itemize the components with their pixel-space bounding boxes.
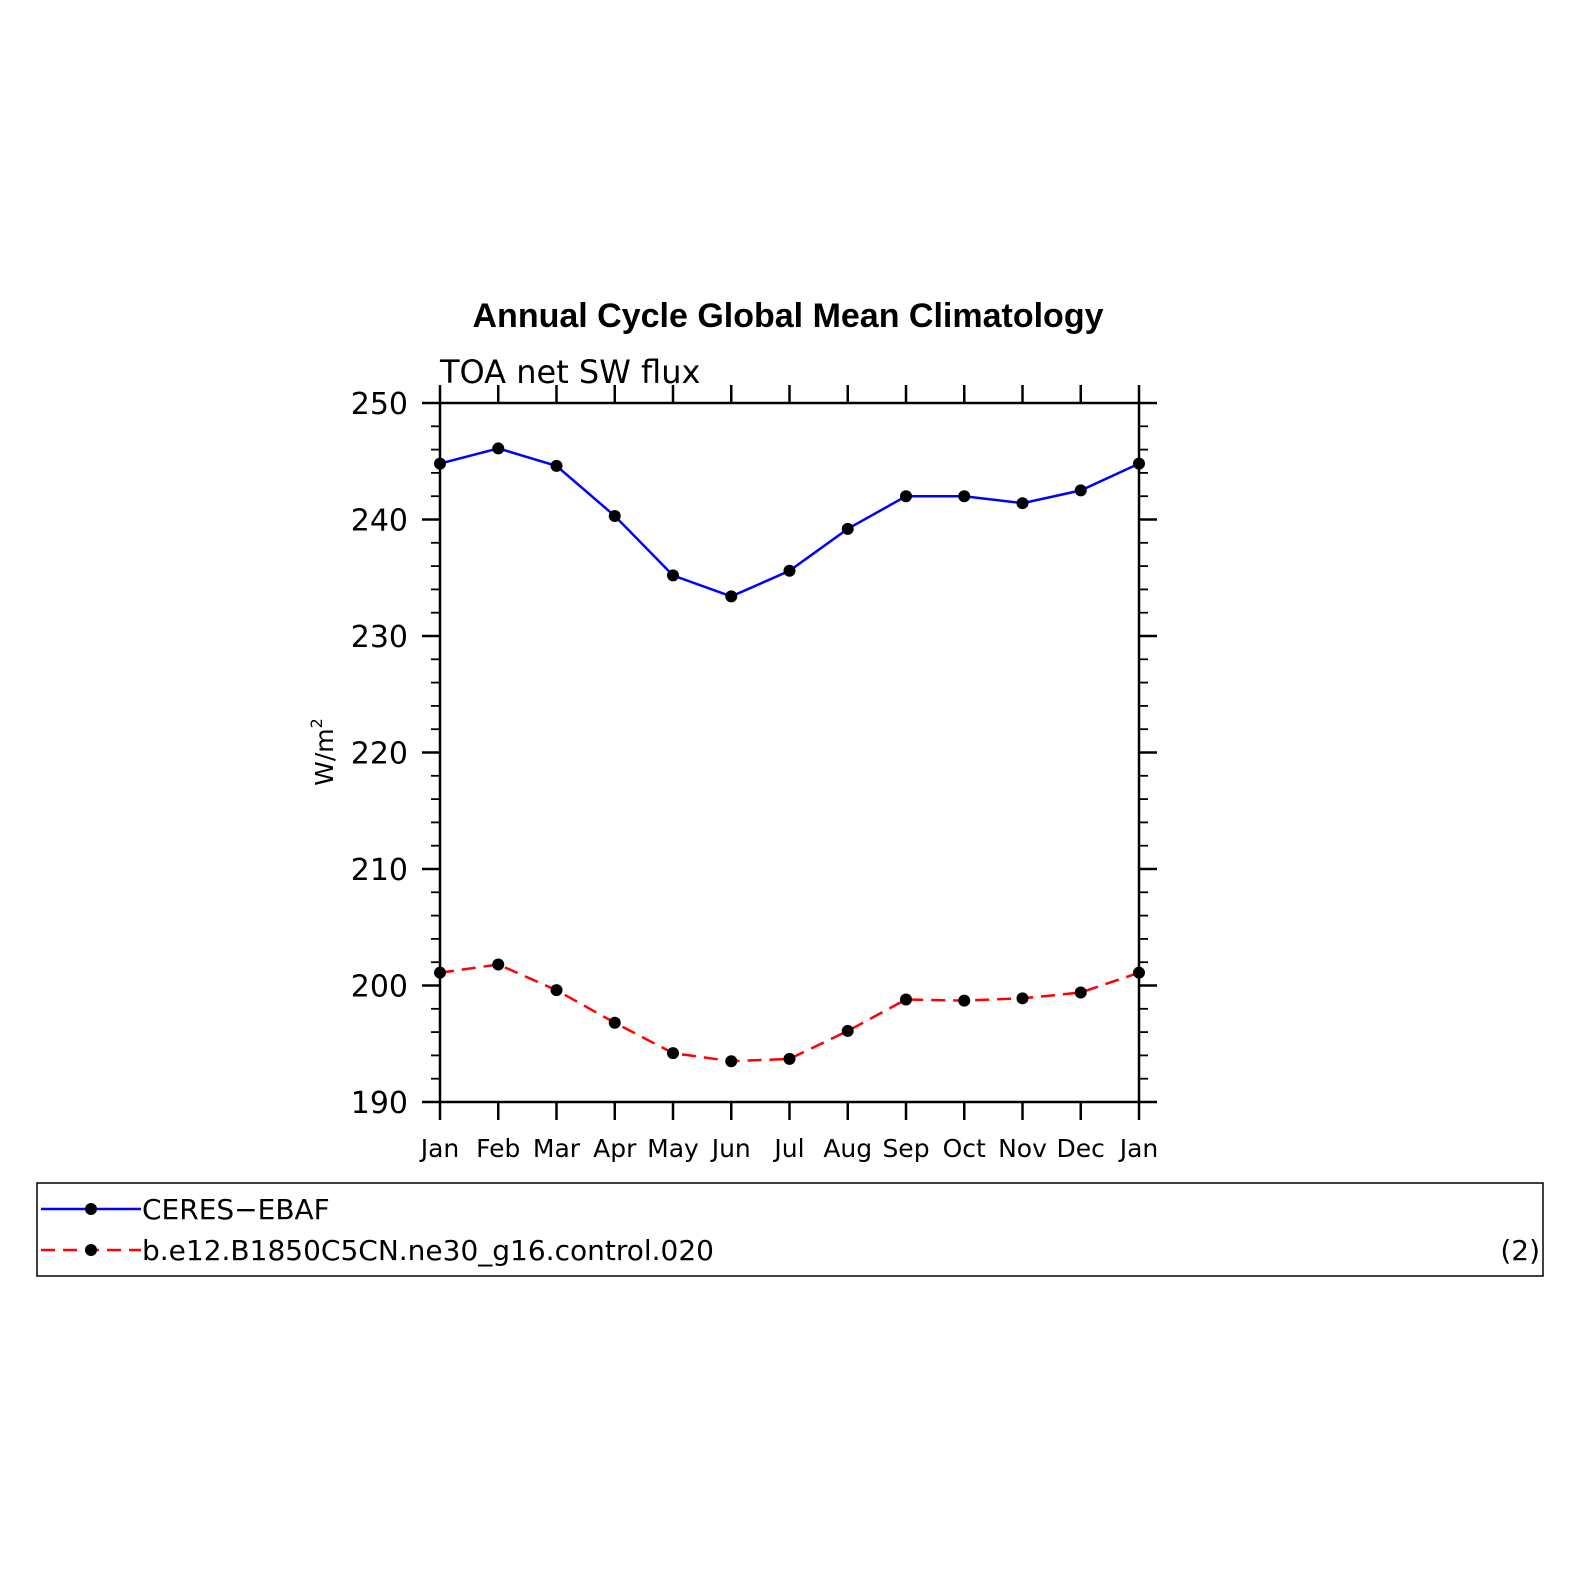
series-1-point [900, 490, 912, 503]
y-tick-label: 190 [351, 1086, 408, 1121]
legend-marker-series-1 [85, 1203, 97, 1215]
x-tick-label: Aug [823, 1134, 872, 1163]
y-axis-label-text: W/m [310, 728, 339, 786]
series-2-point [900, 993, 912, 1006]
y-tick-label: 230 [351, 620, 408, 655]
svg-text:W/m2: W/m2 [307, 718, 339, 786]
x-tick-label: Apr [593, 1134, 637, 1163]
x-tick-labels: Jan Feb Mar Apr May Jun Jul Aug Sep Oct Nov Dec Jan [419, 1134, 1159, 1163]
legend-marker-series-2 [85, 1244, 97, 1256]
y-axis-label: W/m2 [307, 718, 339, 786]
series-group [434, 442, 1145, 1068]
series-2-point [725, 1055, 738, 1068]
series-2-point [492, 958, 505, 971]
x-tick-label: Feb [476, 1134, 520, 1163]
series-line-2 [439, 963, 1140, 1063]
y-tick-label: 240 [351, 504, 408, 539]
series-1-point [725, 590, 738, 603]
series-2-point [667, 1047, 679, 1060]
series-1-point [958, 490, 971, 503]
series-2-point [608, 1016, 621, 1029]
legend-label-series-2: b.e12.B1850C5CN.ne30_g16.control.020 [142, 1234, 714, 1267]
series-1-point [550, 459, 563, 472]
x-tick-label: Jul [772, 1134, 804, 1163]
legend-label-series-1: CERES−EBAF [142, 1193, 330, 1226]
x-tick-label: Nov [998, 1134, 1047, 1163]
x-tick-label: Jan [1118, 1134, 1159, 1163]
y-axis-label-superscript: 2 [307, 718, 326, 728]
legend-note: (2) [1500, 1234, 1540, 1267]
x-tick-label: May [647, 1134, 699, 1163]
x-tick-label: Sep [882, 1134, 929, 1163]
series-1-point [783, 564, 796, 577]
series-1-point [841, 522, 854, 535]
series-1-point [667, 569, 679, 582]
y-tick-label: 200 [351, 970, 408, 1005]
y-tick-label: 220 [351, 737, 408, 772]
series-1-point [1016, 497, 1029, 510]
x-tick-label: Jun [710, 1134, 751, 1163]
chart-title: Annual Cycle Global Mean Climatology [473, 297, 1104, 335]
series-2-point [1074, 986, 1087, 999]
series-1-point [492, 442, 505, 455]
series-2-point [958, 994, 971, 1007]
plot-frame [438, 401, 1141, 1104]
legend-box [36, 1182, 1544, 1277]
y-tick-labels: 190 200 210 220 230 240 250 [351, 387, 408, 1121]
x-tick-label: Dec [1057, 1134, 1105, 1163]
y-tick-label: 210 [351, 853, 408, 888]
series-1-point [608, 510, 621, 523]
x-tick-label: Jan [419, 1134, 460, 1163]
y-tick-label: 250 [351, 387, 408, 422]
series-2-point [783, 1052, 796, 1065]
series-2-point [550, 984, 563, 997]
legend: CERES−EBAF b.e12.B1850C5CN.ne30_g16.cont… [36, 1182, 1544, 1277]
axis-ticks [422, 385, 1157, 1120]
series-1-point [1074, 484, 1087, 497]
x-tick-label: Mar [533, 1134, 581, 1163]
x-tick-label: Oct [943, 1134, 986, 1163]
series-2-point [841, 1024, 854, 1037]
series-2-point [1016, 992, 1029, 1005]
chart-subtitle: TOA net SW flux [439, 353, 700, 391]
